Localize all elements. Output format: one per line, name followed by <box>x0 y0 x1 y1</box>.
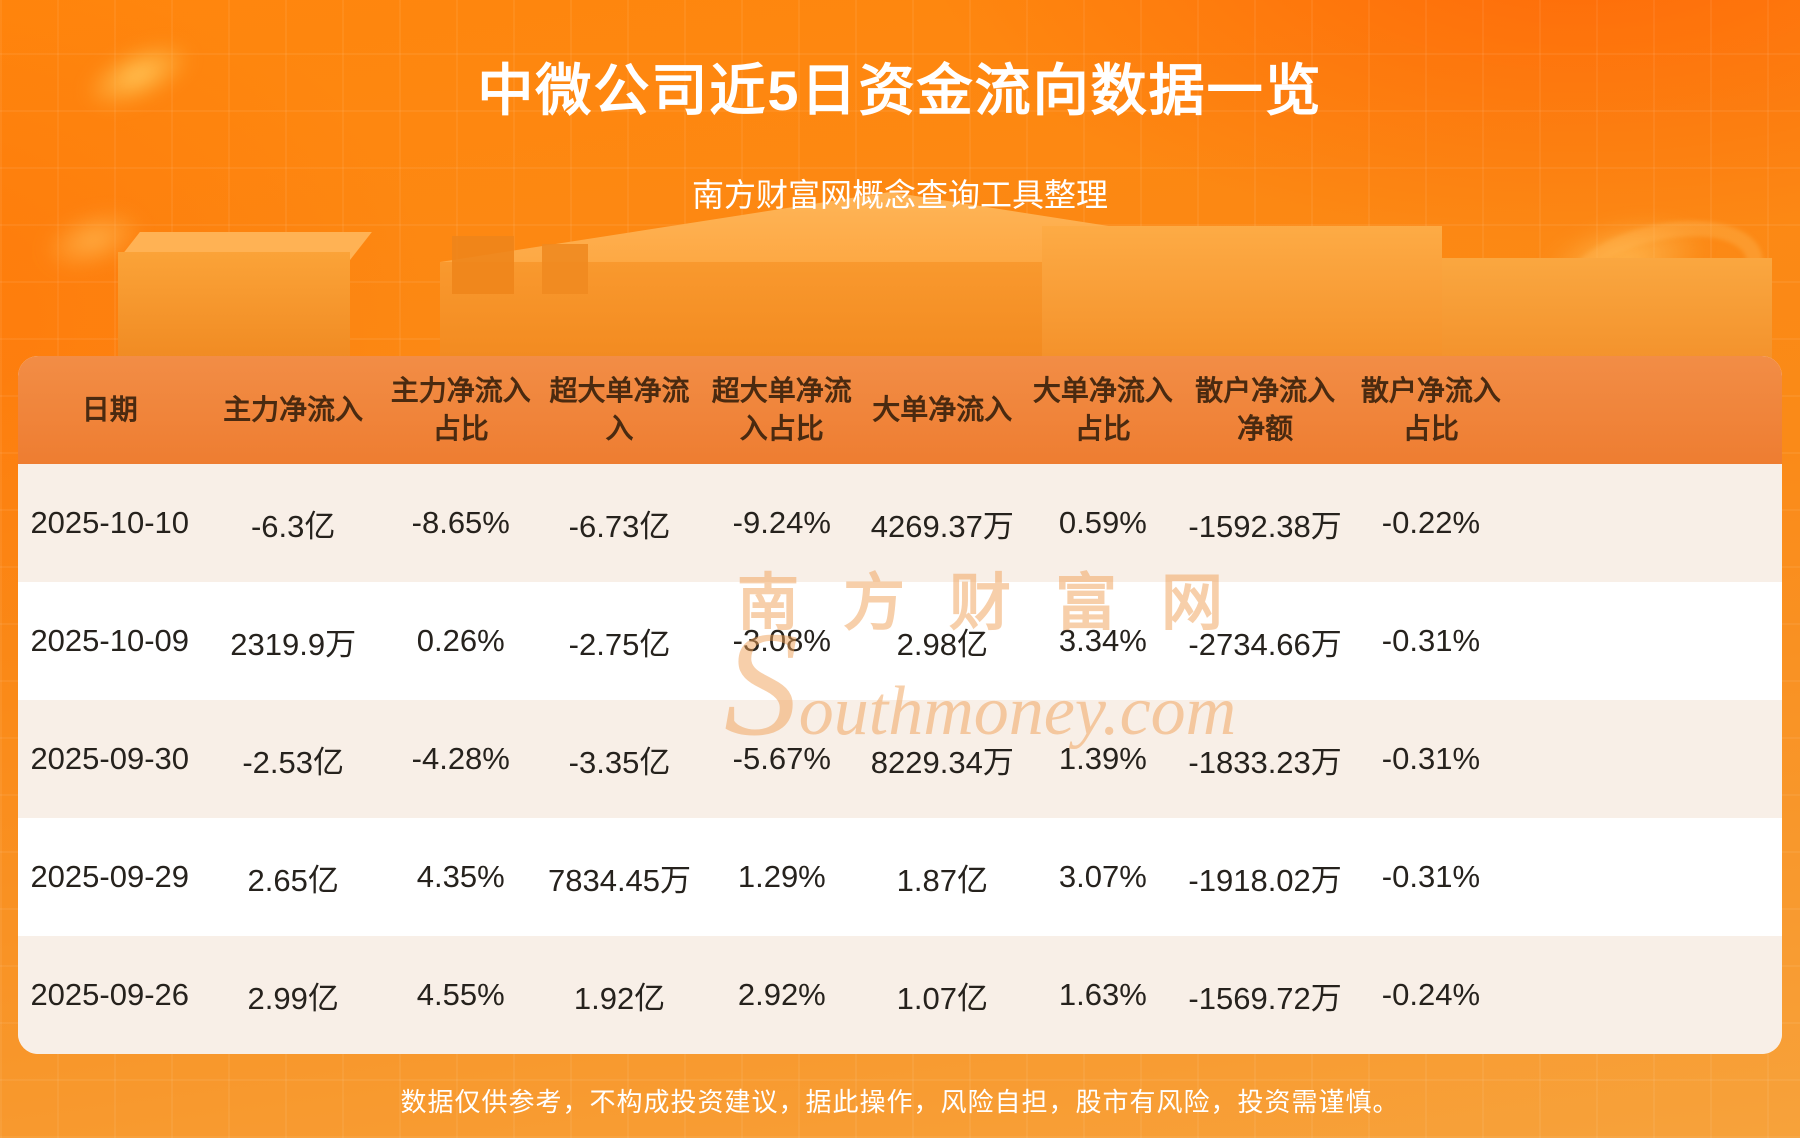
column-header: 日期 <box>18 356 202 464</box>
column-header: 超大单净流入占比 <box>702 356 862 464</box>
table-cell: 1.07亿 <box>896 980 988 1016</box>
spacer-cell <box>1514 464 1782 582</box>
table-cell: 2025-10-10 <box>30 505 190 540</box>
table-cell: 1.87亿 <box>896 862 988 898</box>
table-cell: 0.59% <box>1058 505 1147 540</box>
spacer-cell <box>1514 700 1782 818</box>
table-cell: -1592.38万 <box>1188 508 1342 544</box>
table-cell: -3.35亿 <box>568 744 671 780</box>
table-cell: 2025-09-26 <box>30 977 190 1012</box>
spacer-column-header <box>1513 356 1782 464</box>
table-cell: 2319.9万 <box>230 626 357 662</box>
spacer-cell <box>1514 582 1782 700</box>
fund-flow-table: 日期 主力净流入 主力净流入占比 超大单净流入 超大单净流入占比 大单净流入 大单净流入占比… <box>18 356 1782 1054</box>
podium-far-right-block <box>1442 258 1772 362</box>
podium-cube-decoration <box>452 236 514 294</box>
table-cell: 1.39% <box>1058 741 1147 776</box>
table-cell: -0.24% <box>1381 977 1481 1012</box>
table-row: 2025-10-10 -6.3亿 -8.65% -6.73亿 -9.24% 4269.37… <box>18 464 1782 582</box>
table-header-row: 日期 主力净流入 主力净流入占比 超大单净流入 超大单净流入占比 大单净流入 大单净流入占比… <box>18 356 1782 464</box>
column-header: 散户净流入占比 <box>1348 356 1514 464</box>
table-body: 2025-10-10 -6.3亿 -8.65% -6.73亿 -9.24% 4269.37… <box>18 464 1782 1054</box>
table-cell: -3.08% <box>732 623 831 658</box>
table-cell: 1.29% <box>737 859 826 894</box>
table-cell: -1833.23万 <box>1188 744 1342 780</box>
table-cell: -0.31% <box>1381 741 1481 776</box>
table-cell: 3.07% <box>1058 859 1147 894</box>
column-header: 大单净流入占比 <box>1023 356 1183 464</box>
podium-right-block <box>1042 226 1442 362</box>
table-cell: -0.22% <box>1381 505 1481 540</box>
table-cell: -0.31% <box>1381 623 1481 658</box>
column-header: 主力净流入占比 <box>384 356 537 464</box>
table-cell: -9.24% <box>732 505 831 540</box>
table-cell: -2.75亿 <box>568 626 671 662</box>
table-cell: 3.34% <box>1058 623 1147 658</box>
table-cell: 2025-09-30 <box>30 741 190 776</box>
table-cell: 7834.45万 <box>547 862 692 898</box>
podium-cube-decoration <box>542 244 588 294</box>
table-cell: 0.26% <box>416 623 505 658</box>
table-cell: -6.3亿 <box>250 508 336 544</box>
table-cell: 4269.37万 <box>870 508 1014 544</box>
disclaimer-text: 数据仅供参考，不构成投资建议，据此操作，风险自担，股市有风险，投资需谨慎。 <box>400 1087 1400 1117</box>
table-cell: -1569.72万 <box>1188 980 1342 1016</box>
table-cell: 2.92% <box>737 977 826 1012</box>
table-cell: 4.55% <box>416 977 505 1012</box>
podium-left-block <box>118 252 350 362</box>
table-cell: 2025-10-09 <box>30 623 190 658</box>
table-row: 2025-09-30 -2.53亿 -4.28% -3.35亿 -5.67% 8229.3… <box>18 700 1782 818</box>
table-cell: -1918.02万 <box>1188 862 1342 898</box>
table-cell: 2025-09-29 <box>30 859 190 894</box>
page-subtitle: 南方财富网概念查询工具整理 <box>691 177 1108 213</box>
table-cell: -0.31% <box>1381 859 1481 894</box>
column-header: 大单净流入 <box>861 356 1024 464</box>
table-cell: 8229.34万 <box>870 744 1014 780</box>
table-cell: -2.53亿 <box>242 744 345 780</box>
table-cell: 1.63% <box>1058 977 1147 1012</box>
table-cell: -8.65% <box>411 505 510 540</box>
table-cell: -4.28% <box>411 741 510 776</box>
table-cell: -6.73亿 <box>568 508 671 544</box>
table-cell: 1.92亿 <box>573 980 666 1016</box>
table-row: 2025-09-29 2.65亿 4.35% 7834.45万 1.29% 1.87亿 3.… <box>18 818 1782 936</box>
spacer-cell <box>1514 818 1782 936</box>
table-row: 2025-09-26 2.99亿 4.55% 1.92亿 2.92% 1.07亿 1.63%… <box>18 936 1782 1054</box>
table-cell: 2.98亿 <box>896 626 988 662</box>
page-title: 中微公司近5日资金流向数据一览 <box>477 59 1323 122</box>
table-cell: -2734.66万 <box>1188 626 1342 662</box>
table-cell: 4.35% <box>416 859 505 894</box>
column-header: 超大单净流入 <box>536 356 703 464</box>
table-cell: 2.65亿 <box>247 862 339 898</box>
table-cell: -5.67% <box>732 741 831 776</box>
fund-flow-table-container: 日期 主力净流入 主力净流入占比 超大单净流入 超大单净流入占比 大单净流入 大单净流入占比… <box>18 356 1782 1054</box>
table-cell: 2.99亿 <box>247 980 339 1016</box>
table-row: 2025-10-09 2319.9万 0.26% -2.75亿 -3.08% 2.98亿 3… <box>18 582 1782 700</box>
spacer-cell <box>1514 936 1782 1054</box>
column-header: 主力净流入 <box>201 356 385 464</box>
column-header: 散户净流入净额 <box>1182 356 1349 464</box>
table-header: 日期 主力净流入 主力净流入占比 超大单净流入 超大单净流入占比 大单净流入 大单净流入占比… <box>18 356 1782 464</box>
